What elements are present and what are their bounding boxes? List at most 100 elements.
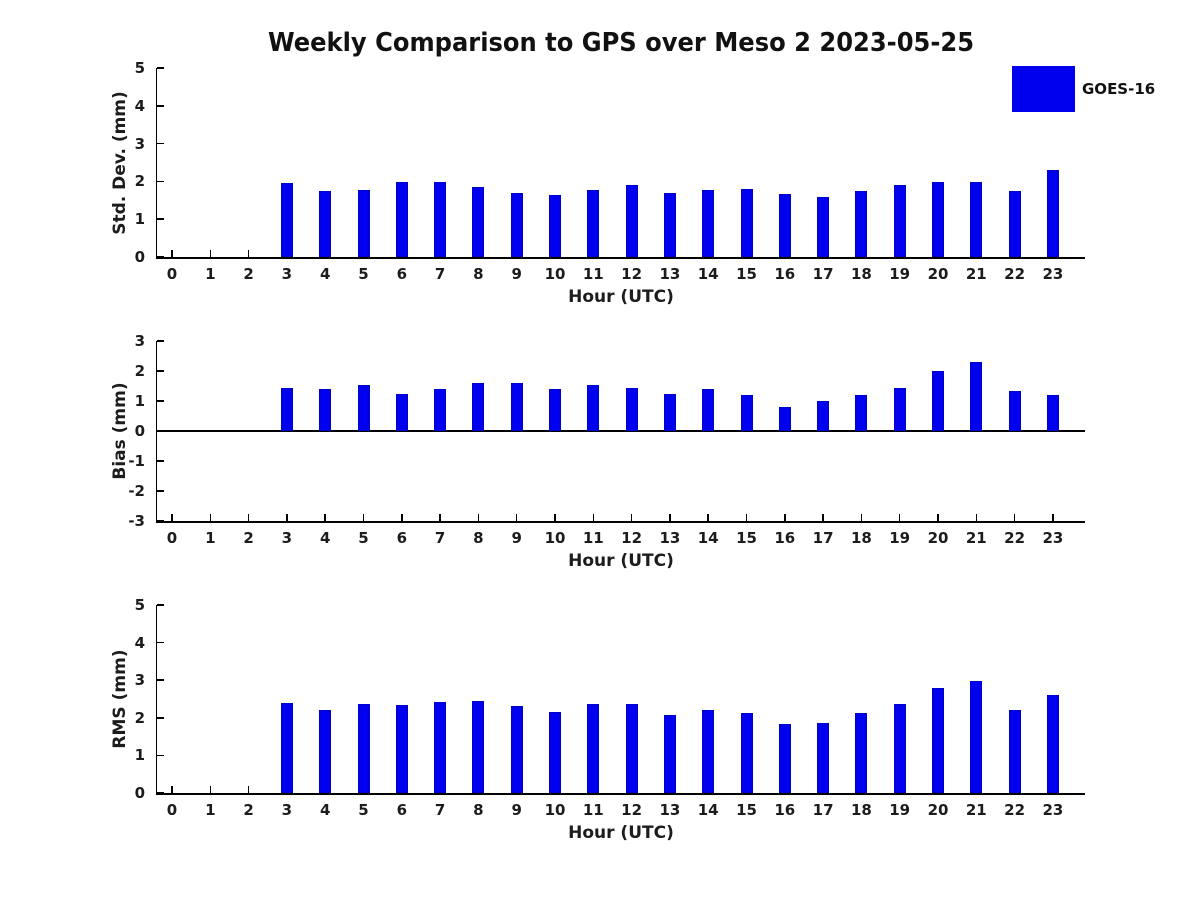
bar <box>740 188 753 257</box>
x-tick <box>784 514 786 521</box>
bar <box>1008 709 1021 793</box>
bar <box>472 383 485 431</box>
bar <box>434 182 447 257</box>
x-tick-label: 16 <box>774 801 796 819</box>
y-tick <box>157 67 164 69</box>
bar <box>932 371 944 431</box>
x-tick <box>171 514 173 521</box>
y-tick <box>157 256 164 258</box>
bar <box>970 182 983 257</box>
bar <box>855 712 868 793</box>
x-tick-label: 15 <box>736 529 757 547</box>
bar <box>510 705 523 793</box>
y-tick-label: 3 <box>134 332 145 350</box>
bar <box>893 387 906 431</box>
x-tick-label: 16 <box>774 529 796 547</box>
y-tick-label: 1 <box>134 392 145 410</box>
bar <box>587 384 600 431</box>
x-tick <box>592 514 595 521</box>
x-tick <box>477 514 480 521</box>
y-axis-line <box>155 68 157 259</box>
bar <box>778 193 791 257</box>
x-tick-label: 9 <box>511 801 522 819</box>
x-tick-label: 4 <box>319 529 331 547</box>
bar <box>395 705 408 793</box>
y-tick-label: -2 <box>128 482 145 500</box>
x-axis-title: Hour (UTC) <box>568 823 674 843</box>
y-tick <box>157 754 164 757</box>
x-tick-label: 6 <box>396 265 408 283</box>
x-tick-label: 8 <box>473 801 484 819</box>
x-tick-label: 20 <box>927 265 949 283</box>
bar <box>587 189 600 257</box>
y-tick <box>157 105 164 107</box>
x-tick-label: 8 <box>473 529 484 547</box>
bar <box>1046 170 1059 257</box>
x-tick-label: 16 <box>774 265 796 283</box>
x-tick-label: 11 <box>582 265 604 283</box>
x-tick <box>247 786 250 793</box>
y-tick-label: 5 <box>134 59 145 77</box>
x-tick <box>707 514 709 521</box>
x-tick-label: 21 <box>965 801 987 819</box>
y-tick-label: 2 <box>134 172 145 191</box>
x-tick-label: 11 <box>582 529 604 547</box>
x-tick-label: 4 <box>319 801 331 819</box>
x-tick-label: 19 <box>889 801 911 819</box>
bar <box>549 194 561 257</box>
x-tick-label: 12 <box>621 265 643 283</box>
x-tick-label: 7 <box>434 529 446 547</box>
bar <box>855 395 868 431</box>
bar <box>280 387 293 431</box>
y-tick-label: 3 <box>134 134 145 153</box>
x-tick-label: 11 <box>582 801 604 819</box>
x-tick-label: 15 <box>736 801 757 819</box>
y-tick <box>157 520 164 522</box>
y-tick <box>157 400 164 402</box>
x-tick-label: 9 <box>511 265 522 283</box>
y-tick <box>157 340 164 342</box>
x-tick-label: 14 <box>697 801 719 819</box>
x-tick <box>439 514 441 521</box>
x-tick-label: 3 <box>281 265 293 283</box>
x-tick-label: 1 <box>205 529 216 547</box>
y-tick <box>157 641 164 644</box>
bar <box>1046 395 1059 431</box>
bar <box>280 183 293 257</box>
bar <box>817 197 830 257</box>
x-tick <box>515 514 518 521</box>
x-tick <box>822 514 824 521</box>
x-tick <box>324 514 326 521</box>
bar <box>549 712 561 793</box>
x-tick-label: 23 <box>1042 529 1064 547</box>
bar <box>472 700 485 793</box>
x-tick-label: 20 <box>927 801 949 819</box>
x-tick-label: 6 <box>396 529 408 547</box>
bar <box>970 680 983 793</box>
x-tick-label: 18 <box>850 529 872 547</box>
x-tick <box>209 514 212 521</box>
x-tick-label: 1 <box>205 265 216 283</box>
bar <box>434 702 447 793</box>
x-tick <box>669 514 671 521</box>
x-tick-label: 0 <box>166 529 178 547</box>
y-tick-label: 0 <box>134 248 145 266</box>
bar <box>702 189 715 257</box>
y-tick <box>157 142 164 145</box>
x-tick-label: 19 <box>889 265 911 283</box>
bar <box>663 714 676 793</box>
x-tick-label: 21 <box>965 265 987 283</box>
y-tick-label: 1 <box>134 210 145 229</box>
x-tick-label: 2 <box>243 265 254 283</box>
x-tick-label: 10 <box>544 265 566 283</box>
x-tick-label: 13 <box>659 529 681 547</box>
x-tick-label: 22 <box>1004 265 1026 283</box>
bar <box>510 383 523 431</box>
x-tick-label: 23 <box>1042 265 1064 283</box>
bar <box>1008 190 1021 257</box>
x-tick-label: 19 <box>889 529 911 547</box>
x-tick-label: 21 <box>965 529 987 547</box>
y-axis-title: RMS (mm) <box>110 649 130 749</box>
x-tick-label: 12 <box>621 529 643 547</box>
